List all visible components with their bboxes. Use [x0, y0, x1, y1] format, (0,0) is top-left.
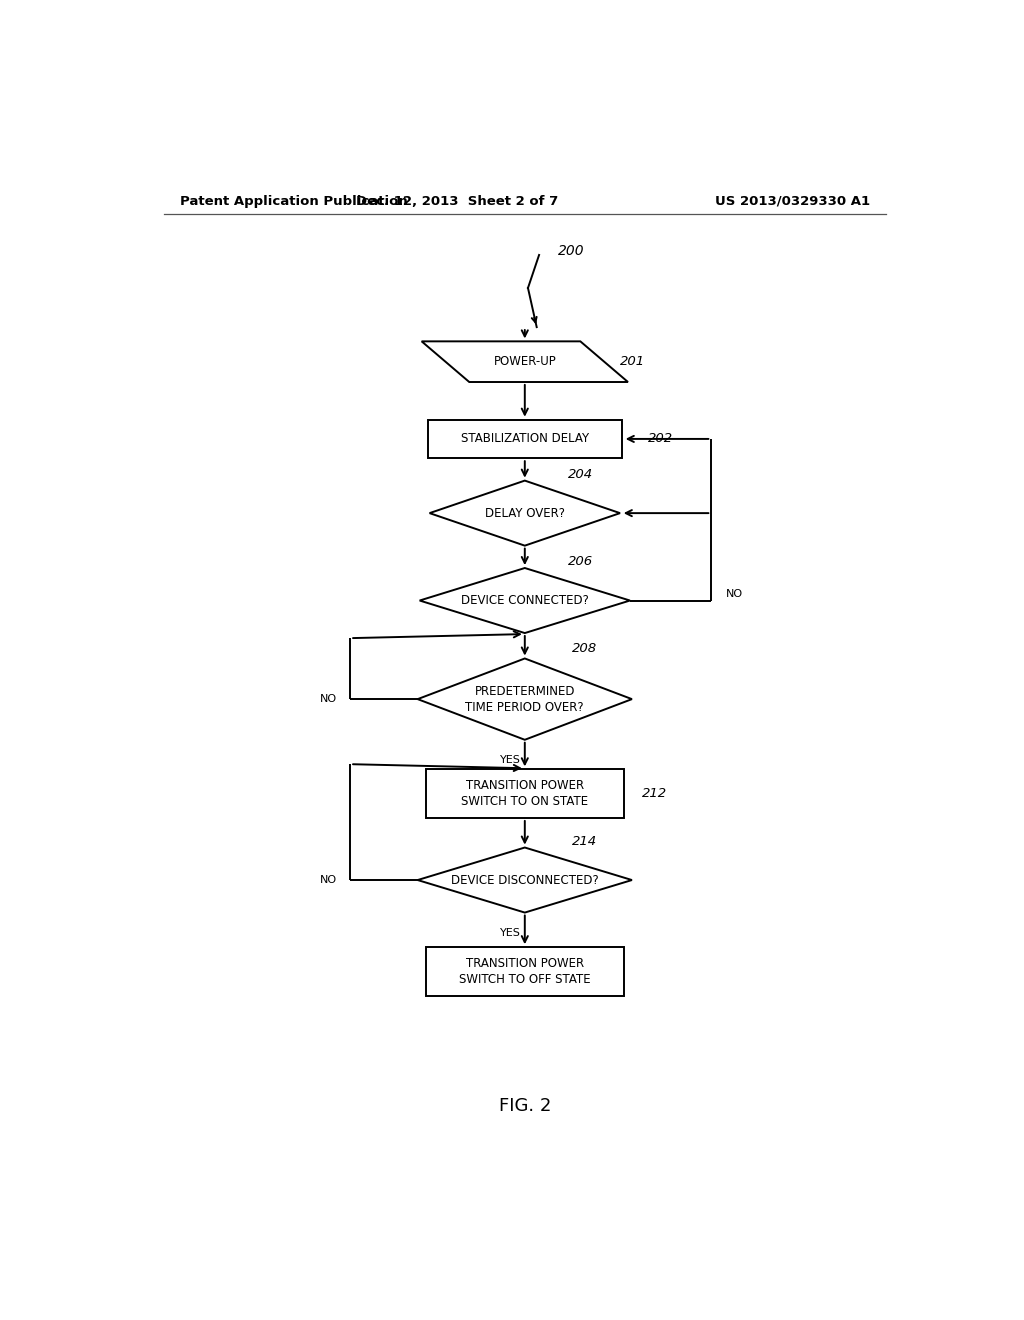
Polygon shape [418, 659, 632, 739]
Text: Dec. 12, 2013  Sheet 2 of 7: Dec. 12, 2013 Sheet 2 of 7 [356, 194, 558, 207]
Text: DEVICE CONNECTED?: DEVICE CONNECTED? [461, 594, 589, 607]
Text: 214: 214 [572, 836, 598, 847]
Text: 201: 201 [620, 355, 645, 368]
Text: US 2013/0329330 A1: US 2013/0329330 A1 [715, 194, 870, 207]
Bar [426, 770, 624, 818]
Polygon shape [422, 342, 628, 381]
Text: YES: YES [500, 755, 521, 766]
Text: Patent Application Publication: Patent Application Publication [179, 194, 408, 207]
Text: 202: 202 [648, 433, 673, 445]
Polygon shape [430, 480, 620, 545]
Text: NO: NO [319, 875, 337, 884]
Text: 206: 206 [568, 556, 594, 569]
Text: 200: 200 [558, 244, 585, 257]
Text: STABILIZATION DELAY: STABILIZATION DELAY [461, 433, 589, 445]
Text: FIG. 2: FIG. 2 [499, 1097, 551, 1114]
Text: DEVICE DISCONNECTED?: DEVICE DISCONNECTED? [451, 874, 599, 887]
Text: PREDETERMINED
TIME PERIOD OVER?: PREDETERMINED TIME PERIOD OVER? [466, 685, 584, 714]
Bar [426, 948, 624, 995]
Text: TRANSITION POWER
SWITCH TO ON STATE: TRANSITION POWER SWITCH TO ON STATE [461, 779, 589, 808]
Text: YES: YES [500, 928, 521, 939]
Bar [428, 420, 622, 458]
Text: POWER-UP: POWER-UP [494, 355, 556, 368]
Text: DELAY OVER?: DELAY OVER? [484, 507, 565, 520]
Text: 208: 208 [572, 642, 598, 655]
Text: 212: 212 [642, 787, 668, 800]
Text: 204: 204 [568, 469, 594, 480]
Polygon shape [418, 847, 632, 912]
Text: NO: NO [319, 694, 337, 704]
Polygon shape [420, 568, 630, 634]
Text: NO: NO [726, 590, 742, 599]
Text: TRANSITION POWER
SWITCH TO OFF STATE: TRANSITION POWER SWITCH TO OFF STATE [459, 957, 591, 986]
